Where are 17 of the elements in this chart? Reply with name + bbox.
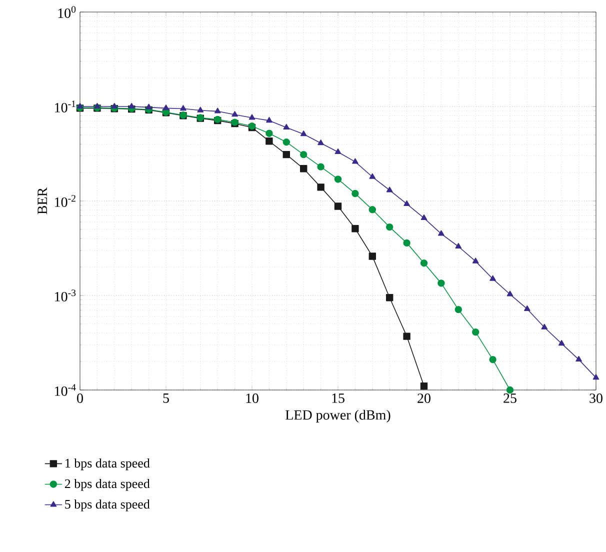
x-tick-label: 30 [590, 394, 602, 403]
y-tick-label: 10$^{-2}$ [55, 195, 76, 207]
x-axis-title: LED power (dBm) [286, 410, 390, 423]
x-tick-label: 15 [332, 394, 344, 403]
y-tick-label: 10$^{-1}$ [55, 100, 76, 112]
y-tick-label: 10$^{-4}$ [55, 384, 76, 396]
x-tick-label: 25 [504, 394, 516, 403]
legend-label: 2 bps data speed [64, 478, 150, 491]
legend-label: 1 bps data speed [66, 458, 150, 470]
x-tick-label: 10 [246, 394, 258, 403]
y-tick-label: 10$^{-3}$ [55, 290, 76, 302]
y-axis-title: BER [38, 187, 47, 214]
x-tick-label: 5 [163, 394, 169, 403]
y-tick-label: 10$^{0}$ [58, 6, 76, 18]
x-tick-label: 20 [418, 394, 430, 403]
x-tick-label: 0 [77, 394, 83, 403]
legend-label: 5 bps data speed [65, 499, 150, 512]
